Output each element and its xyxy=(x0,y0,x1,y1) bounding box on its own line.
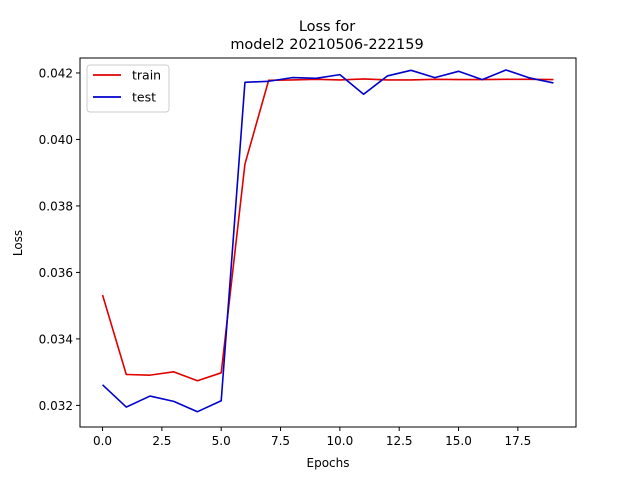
x-axis-label: Epochs xyxy=(307,456,350,470)
legend: train test xyxy=(86,64,170,113)
x-tick-label: 7.5 xyxy=(271,434,290,448)
series-line-test xyxy=(102,69,554,413)
x-tick-label: 0.0 xyxy=(93,434,112,448)
y-tick-label: 0.032 xyxy=(39,399,73,413)
x-tick-label: 2.5 xyxy=(152,434,171,448)
legend-test-label: test xyxy=(132,90,156,105)
x-tick-label: 12.5 xyxy=(386,434,413,448)
x-tick-label: 10.0 xyxy=(327,434,354,448)
plot-lines xyxy=(101,69,554,413)
chart-title-line1: Loss for xyxy=(299,19,355,35)
x-axis-ticks: 0.0 2.5 5.0 7.5 10.0 12.5 15.0 17.5 xyxy=(93,427,531,448)
y-tick-label: 0.040 xyxy=(39,133,73,147)
y-tick-label: 0.034 xyxy=(39,332,73,346)
legend-train-label: train xyxy=(132,68,161,83)
series-line-train xyxy=(101,78,554,382)
y-axis-label: Loss xyxy=(11,230,25,256)
y-axis-ticks: 0.032 0.034 0.036 0.038 0.040 0.042 xyxy=(39,66,80,413)
plot-area-frame xyxy=(79,57,577,428)
legend-box xyxy=(86,64,170,113)
x-tick-label: 5.0 xyxy=(212,434,231,448)
x-tick-label: 15.0 xyxy=(445,434,472,448)
x-tick-label: 17.5 xyxy=(504,434,531,448)
y-tick-label: 0.036 xyxy=(39,266,73,280)
y-tick-label: 0.038 xyxy=(39,199,73,213)
y-tick-label: 0.042 xyxy=(39,66,73,80)
chart-title-line2: model2 20210506-222159 xyxy=(230,37,423,53)
